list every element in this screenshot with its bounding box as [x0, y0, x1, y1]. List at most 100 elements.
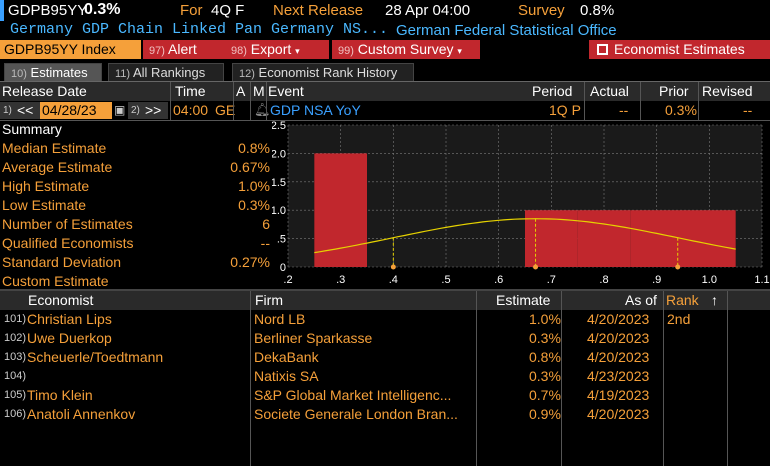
next-button-bg	[128, 102, 168, 119]
firm-name[interactable]: Berliner Sparkasse	[254, 330, 373, 346]
custom-survey-num: 99)	[338, 45, 354, 57]
estimate-value: 0.3%	[529, 368, 561, 384]
col-actual[interactable]: Actual	[590, 83, 629, 99]
economist-name[interactable]: Uwe Duerkop	[27, 330, 112, 346]
x-tick-label: .8	[599, 274, 608, 286]
y-tick-label: 2.0	[272, 148, 286, 160]
ticker-value: 0.3%	[84, 1, 121, 18]
next-release-label: Next Release	[273, 2, 364, 19]
export-button[interactable]: 98) Export ▾	[225, 40, 329, 59]
release-actual: --	[619, 102, 629, 118]
custom-survey-label: Custom Survey	[357, 41, 454, 57]
firm-name[interactable]: S&P Global Market Intelligenc...	[254, 387, 452, 403]
firm-name[interactable]: Natixis SA	[254, 368, 319, 384]
col-firm[interactable]: Firm	[255, 292, 283, 308]
security-field[interactable]: GDPB95YY Index	[0, 40, 141, 59]
col-release-date[interactable]: Release Date	[2, 83, 87, 99]
tab-divider	[0, 81, 770, 82]
table-row[interactable]: 104) Natixis SA 0.3% 4/23/2023	[0, 367, 770, 386]
y-tick-label: 1.0	[272, 205, 286, 217]
security-description: Germany GDP Chain Linked Pan Germany NS.…	[10, 21, 389, 38]
col-m[interactable]: M	[253, 83, 265, 99]
x-tick-label: 1.1	[754, 274, 769, 286]
alert-num: 97)	[149, 45, 165, 57]
tab-all-rankings[interactable]: 11) All Rankings	[108, 63, 224, 81]
section-divider	[0, 289, 770, 291]
col-estimate[interactable]: Estimate	[496, 292, 551, 308]
dropdown-icon: ▾	[457, 46, 462, 56]
data-source: German Federal Statistical Office	[396, 22, 617, 39]
marker-point	[533, 264, 539, 270]
y-tick-label: 0	[280, 262, 286, 274]
table-row[interactable]: 101) Christian Lips Nord LB 1.0% 4/20/20…	[0, 310, 770, 329]
col-revised[interactable]: Revised	[702, 83, 753, 99]
col-period[interactable]: Period	[532, 83, 573, 99]
marker-point	[390, 264, 396, 270]
firm-name[interactable]: DekaBank	[254, 349, 319, 365]
summary-value: 0.67%	[230, 159, 270, 175]
col-sep	[170, 82, 171, 120]
col-sep	[250, 82, 251, 120]
estimate-distribution-chart: 0 .5 1.0 1.5 2.0 2.5 .2 .3 .4 .5 .6 .7 .8 .9 1.0 1.1	[272, 121, 770, 286]
col-sep	[663, 291, 664, 466]
economist-name[interactable]: Christian Lips	[27, 311, 112, 327]
x-tick-label: 1.0	[702, 274, 717, 286]
for-label: For	[180, 2, 203, 19]
tab-estimates[interactable]: 10) Estimates	[4, 63, 102, 81]
economist-estimates-button[interactable]: Economist Estimates	[589, 40, 770, 59]
table-row[interactable]: 105) Timo Klein S&P Global Market Intell…	[0, 386, 770, 405]
summary-title-row: Summary	[2, 121, 270, 140]
sort-arrow-icon[interactable]: ↑	[711, 292, 718, 308]
summary-value: 1.0%	[238, 178, 270, 194]
summary-label: Qualified Economists	[2, 235, 134, 251]
col-a[interactable]: A	[236, 83, 246, 99]
col-prior[interactable]: Prior	[659, 83, 689, 99]
summary-panel: Summary Median Estimate 0.8% Average Est…	[0, 121, 272, 289]
survey-label: Survey	[518, 2, 565, 19]
next-button[interactable]: >>	[145, 102, 162, 118]
summary-row: Average Estimate 0.67%	[2, 159, 270, 178]
row-index: 106)	[4, 408, 27, 420]
as-of-date: 4/23/2023	[587, 368, 650, 384]
firm-name[interactable]: Nord LB	[254, 311, 306, 327]
marker-point	[675, 264, 681, 270]
economist-name[interactable]: Timo Klein	[27, 387, 93, 403]
event-name[interactable]: GDP NSA YoY	[270, 102, 361, 118]
firm-name[interactable]: Societe Generale London Bran...	[254, 406, 458, 422]
table-row[interactable]: 106) Anatoli Annenkov Societe Generale L…	[0, 405, 770, 424]
col-economist[interactable]: Economist	[28, 292, 94, 308]
bell-icon[interactable]: 🔔︎	[254, 102, 271, 117]
y-tick-label: 1.5	[272, 177, 286, 189]
economists-header: Economist Firm Estimate As of Rank ↑	[0, 291, 770, 310]
summary-value: 0.3%	[238, 197, 270, 213]
x-tick-label: .7	[547, 274, 556, 286]
table-row[interactable]: 102) Uwe Duerkop Berliner Sparkasse 0.3%…	[0, 329, 770, 348]
export-label: Export	[250, 41, 292, 57]
release-date-input[interactable]: 04/28/23	[42, 102, 97, 118]
tab-economist-rank-history[interactable]: 12) Economist Rank History	[232, 63, 414, 81]
row-divider	[0, 120, 770, 121]
table-row[interactable]: 103) Scheuerle/Toedtmann DekaBank 0.8% 4…	[0, 348, 770, 367]
col-sep	[584, 82, 585, 120]
as-of-date: 4/19/2023	[587, 387, 650, 403]
col-as-of[interactable]: As of	[625, 292, 657, 308]
tab-num: 10)	[11, 68, 27, 80]
prev-num: 1)	[3, 105, 12, 116]
prev-button[interactable]: <<	[17, 102, 34, 118]
as-of-date: 4/20/2023	[587, 349, 650, 365]
custom-survey-button[interactable]: 99) Custom Survey ▾	[332, 40, 480, 59]
col-rank[interactable]: Rank	[666, 292, 699, 308]
col-sep	[250, 291, 251, 466]
col-time[interactable]: Time	[175, 83, 206, 99]
x-tick-label: .4	[389, 274, 398, 286]
col-event[interactable]: Event	[268, 83, 304, 99]
economist-name[interactable]: Anatoli Annenkov	[27, 406, 136, 422]
economist-name[interactable]: Scheuerle/Toedtmann	[27, 349, 164, 365]
release-revised: --	[743, 102, 753, 118]
description-bar: Germany GDP Chain Linked Pan Germany NS.…	[0, 21, 770, 40]
alert-button[interactable]: 97) Alert	[143, 40, 233, 59]
tab-label: Economist Rank History	[258, 65, 398, 80]
calendar-icon[interactable]: ▣	[114, 103, 126, 117]
histogram-bar	[577, 210, 631, 267]
as-of-date: 4/20/2023	[587, 311, 650, 327]
